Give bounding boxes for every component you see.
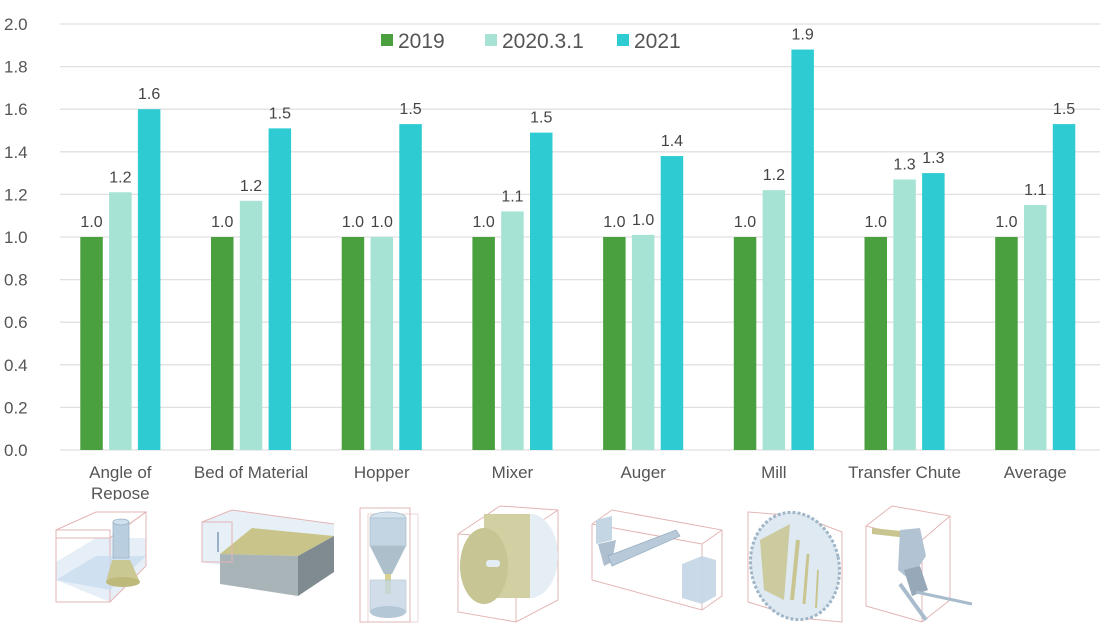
data-labels: 1.0 1.2 1.6 1.0 1.2 1.5 1.0 1.0 1.5 1.0 1.1 1.5 1.0 1… <box>80 27 1075 231</box>
hopper-render <box>359 507 419 623</box>
y-tick-label: 1.0 <box>4 228 28 247</box>
bar-2021 <box>791 49 814 451</box>
legend-label: 2019 <box>398 30 445 53</box>
bar-2021 <box>530 132 553 450</box>
bar-2020-3-1 <box>762 190 786 450</box>
data-label: 1.1 <box>501 188 523 205</box>
legend-label: 2021 <box>634 30 681 53</box>
bed-of-material-render <box>201 509 335 596</box>
legend: 2019 2020.3.1 2021 <box>381 30 681 53</box>
y-tick-label: 0.0 <box>4 441 28 460</box>
data-label: 1.0 <box>473 214 495 231</box>
bar-chart: 0.0 0.2 0.4 0.6 0.8 1.0 1.2 1.4 1.6 1.8 2.0 1.0 1.2… <box>4 15 1100 500</box>
category-label: Transfer Chute <box>848 463 961 482</box>
data-label: 1.2 <box>240 178 262 195</box>
auger-render <box>591 509 723 611</box>
legend-swatch <box>485 34 497 46</box>
x-axis-categories: Angle of Repose Bed of Material Hopper Mixer… <box>89 463 1067 500</box>
data-label: 1.9 <box>792 27 814 44</box>
mill-render <box>747 510 843 623</box>
category-label: Mixer <box>492 463 534 482</box>
bar-2019 <box>211 237 234 450</box>
category-label: Auger <box>620 463 666 482</box>
data-label: 1.2 <box>109 169 131 186</box>
y-axis-ticks: 0.0 0.2 0.4 0.6 0.8 1.0 1.2 1.4 1.6 1.8 2.0 <box>4 15 28 460</box>
bar-2019 <box>733 237 757 450</box>
data-label: 1.0 <box>211 214 233 231</box>
data-label: 1.3 <box>922 150 944 167</box>
data-label: 1.0 <box>734 214 756 231</box>
bar-2021 <box>137 109 161 450</box>
bar-2019 <box>864 237 887 450</box>
y-tick-label: 0.4 <box>4 356 28 375</box>
data-label: 1.0 <box>80 214 102 231</box>
bar-2021 <box>268 128 292 450</box>
bar-2021 <box>1052 124 1076 451</box>
bar-2021 <box>922 173 945 450</box>
data-label: 1.0 <box>632 212 654 229</box>
data-label: 1.5 <box>530 110 552 127</box>
data-label: 1.5 <box>1053 101 1075 118</box>
category-label: Mill <box>761 463 787 482</box>
data-label: 1.3 <box>893 156 915 173</box>
bar-2019 <box>995 237 1018 450</box>
legend-swatch <box>381 34 393 46</box>
data-label: 1.5 <box>269 105 291 122</box>
legend-label: 2020.3.1 <box>502 30 584 53</box>
category-label: Angle of <box>89 463 152 482</box>
y-tick-label: 1.6 <box>4 100 28 119</box>
y-tick-label: 2.0 <box>4 15 28 34</box>
angle-of-repose-render <box>55 511 148 603</box>
bar-2020-3-1 <box>893 179 916 451</box>
bars <box>80 49 1076 451</box>
y-tick-label: 1.8 <box>4 58 28 77</box>
y-tick-label: 0.8 <box>4 271 28 290</box>
equipment-illustrations <box>55 505 973 623</box>
bar-2020-3-1 <box>1024 205 1047 450</box>
data-label: 1.4 <box>661 133 683 150</box>
y-tick-label: 0.2 <box>4 398 28 417</box>
bar-2020-3-1 <box>370 237 393 450</box>
data-label: 1.5 <box>399 101 421 118</box>
category-label: Bed of Material <box>194 463 308 482</box>
category-label: Repose <box>91 484 150 500</box>
bar-2020-3-1 <box>239 200 263 450</box>
bar-2021 <box>660 156 684 450</box>
transfer-chute-render <box>865 505 973 623</box>
category-label: Hopper <box>354 463 410 482</box>
data-label: 1.6 <box>138 86 160 103</box>
bar-2020-3-1 <box>631 234 655 450</box>
y-tick-label: 1.4 <box>4 143 28 162</box>
y-tick-label: 1.2 <box>4 185 28 204</box>
data-label: 1.0 <box>603 214 625 231</box>
bar-2021 <box>399 124 422 451</box>
y-tick-label: 0.6 <box>4 313 28 332</box>
data-label: 1.1 <box>1024 182 1046 199</box>
category-label: Average <box>1004 463 1067 482</box>
bar-2019 <box>80 237 103 450</box>
data-label: 1.0 <box>371 214 393 231</box>
mixer-render <box>457 505 559 623</box>
data-label: 1.0 <box>995 214 1017 231</box>
bar-2019 <box>603 237 626 450</box>
bar-2020-3-1 <box>501 211 524 450</box>
bar-2019 <box>341 237 365 450</box>
legend-swatch <box>617 34 629 46</box>
data-label: 1.0 <box>865 214 887 231</box>
data-label: 1.2 <box>763 167 785 184</box>
data-label: 1.0 <box>342 214 364 231</box>
bar-2019 <box>472 237 495 450</box>
bar-2020-3-1 <box>109 192 132 450</box>
